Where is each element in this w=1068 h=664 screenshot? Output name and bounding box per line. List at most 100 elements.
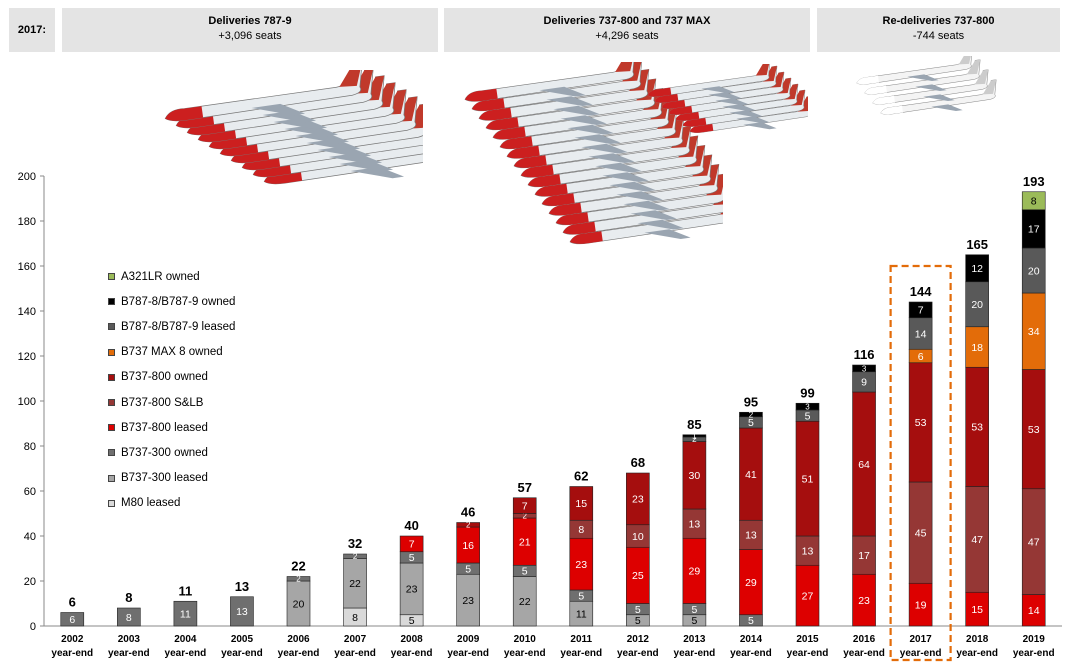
total-label: 62	[574, 469, 588, 484]
x-tick-label: 2012	[627, 634, 650, 645]
segment-label: 2	[749, 410, 754, 419]
y-tick-label: 60	[24, 486, 36, 498]
bar-segment	[286, 576, 311, 582]
segment-label: 22	[349, 578, 361, 590]
legend-item: B737 MAX 8 owned	[108, 340, 235, 365]
segment-label: 34	[1028, 326, 1040, 338]
x-tick-label: 2003	[118, 634, 141, 645]
segment-label: 21	[519, 536, 531, 548]
x-tick-label: 2010	[514, 634, 537, 645]
segment-label: 20	[1028, 265, 1040, 277]
legend-item: B787-8/B787-9 leased	[108, 314, 235, 339]
airplane-icon	[541, 154, 713, 207]
legend-swatch	[108, 348, 115, 356]
airplane-icon	[872, 69, 989, 105]
segment-label: 5	[635, 604, 641, 616]
highlight-box	[889, 264, 952, 662]
y-tick-label: 20	[24, 576, 36, 588]
segment-label: 5	[578, 590, 584, 602]
x-tick-label: 2002	[61, 634, 84, 645]
legend-item: M80 leased	[108, 491, 235, 516]
x-tick-label: 2017	[909, 634, 932, 645]
legend-swatch	[108, 424, 115, 432]
x-tick-label: 2015	[796, 634, 819, 645]
segment-label: 5	[409, 615, 415, 627]
legend-label: A321LR owned	[121, 270, 200, 283]
bar-segment	[739, 411, 763, 418]
segment-label: 9	[861, 377, 867, 389]
total-label: 193	[1023, 174, 1045, 189]
segment-label: 15	[971, 604, 983, 616]
header-box-redelivery: Re-deliveries 737-800 -744 seats	[817, 8, 1060, 52]
segment-label: 27	[802, 590, 814, 602]
segment-label: 13	[802, 545, 814, 557]
bar-segment	[230, 596, 254, 627]
x-tick-sublabel: year-end	[447, 648, 489, 659]
y-tick-label: 120	[18, 351, 36, 363]
plane-illustration-737max	[647, 64, 808, 133]
segment-label: 23	[462, 595, 474, 607]
segment-label: 5	[748, 417, 754, 429]
legend-swatch	[108, 399, 115, 407]
segment-label: 51	[802, 473, 814, 485]
segment-label: 14	[915, 328, 927, 340]
header-box-737: Deliveries 737-800 and 737 MAX +4,296 se…	[444, 8, 810, 52]
legend-label: B787-8/B787-9 owned	[121, 295, 236, 308]
segment-label: 5	[465, 563, 471, 575]
segment-label: 23	[858, 595, 870, 607]
segment-label: 3	[862, 364, 867, 373]
segment-label: 8	[1031, 196, 1037, 208]
x-tick-label: 2008	[400, 634, 423, 645]
header-subtitle: +4,296 seats	[595, 30, 659, 42]
total-label: 116	[854, 347, 875, 362]
x-tick-label: 2018	[966, 634, 989, 645]
segment-label: 11	[576, 608, 587, 620]
airplane-icon	[647, 64, 771, 97]
x-tick-label: 2011	[570, 634, 592, 645]
bar-segment	[795, 402, 820, 411]
total-label: 40	[404, 518, 418, 533]
plane-illustration-redelivery	[856, 56, 997, 115]
total-label: 95	[744, 394, 758, 409]
segment-label: 23	[632, 494, 644, 506]
x-tick-sublabel: year-end	[843, 648, 885, 659]
segment-label: 3	[805, 403, 810, 412]
segment-label: 7	[409, 539, 415, 551]
total-label: 6	[69, 595, 76, 610]
segment-label: 1	[692, 432, 697, 441]
segment-label: 25	[632, 570, 644, 582]
segment-label: 12	[971, 263, 983, 275]
airplane-icon	[164, 70, 363, 122]
bar-segment	[343, 553, 367, 559]
segment-label: 45	[915, 527, 927, 539]
segment-label: 8	[352, 612, 358, 624]
legend-swatch	[108, 323, 115, 331]
segment-label: 8	[578, 524, 584, 536]
segment-label: 7	[522, 500, 528, 512]
segment-label: 15	[575, 498, 587, 510]
x-tick-label: 2004	[174, 634, 197, 645]
segment-label: 5	[691, 604, 697, 616]
segment-label: 6	[918, 351, 924, 363]
segment-label: 5	[691, 615, 697, 627]
segment-label: 53	[1028, 424, 1040, 436]
x-tick-label: 2013	[683, 634, 706, 645]
segment-label: 5	[805, 410, 811, 422]
segment-label: 5	[635, 615, 641, 627]
y-tick-label: 80	[24, 441, 36, 453]
segment-label: 14	[1028, 605, 1040, 617]
y-tick-label: 40	[24, 531, 36, 543]
legend-label: B737-800 owned	[121, 371, 208, 384]
bar-segment	[399, 535, 424, 553]
segment-label: 13	[236, 606, 248, 618]
legend-swatch	[108, 474, 115, 482]
bar-segment	[456, 522, 480, 528]
header-title: Re-deliveries 737-800	[882, 15, 995, 27]
legend-item: A321LR owned	[108, 264, 235, 289]
x-tick-sublabel: year-end	[391, 648, 433, 659]
segment-label: 47	[971, 534, 983, 546]
x-tick-sublabel: year-end	[504, 648, 546, 659]
bar-segment	[682, 434, 707, 438]
segment-label: 64	[858, 459, 870, 471]
y-tick-label: 140	[18, 306, 36, 318]
